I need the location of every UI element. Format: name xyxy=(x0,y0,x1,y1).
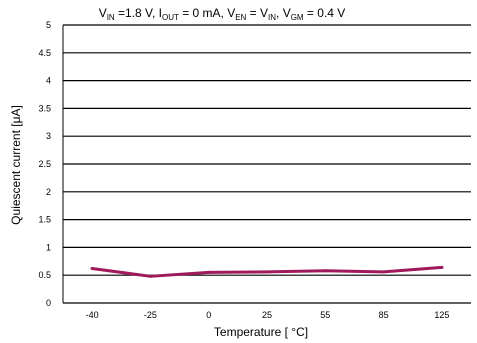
data-point xyxy=(148,274,152,278)
grid-lines xyxy=(63,24,471,304)
x-tick-label: 0 xyxy=(206,310,211,320)
data-point xyxy=(323,269,327,273)
chart-title-part: IN xyxy=(107,13,115,22)
x-tick-label: -40 xyxy=(86,310,99,320)
y-tick-label: 1 xyxy=(46,242,51,252)
x-tick-label: 25 xyxy=(262,310,272,320)
y-tick-label: 3 xyxy=(46,131,51,141)
y-axis-label: Quiescent current [μA] xyxy=(9,105,23,225)
chart-title-part: OUT xyxy=(162,13,179,22)
y-tick-label: 0.5 xyxy=(38,270,51,280)
data-point xyxy=(207,270,211,274)
x-tick-label: 125 xyxy=(434,310,449,320)
series-layer xyxy=(90,265,444,278)
chart-title-part: IN xyxy=(268,13,276,22)
chart-title-part: GM xyxy=(291,13,304,22)
chart-title-part: = 0.4 V xyxy=(304,6,346,20)
x-tick-label: -25 xyxy=(144,310,157,320)
y-tick-label: 5 xyxy=(46,20,51,30)
y-tick-label: 2 xyxy=(46,187,51,197)
chart-title-part: =1.8 V, I xyxy=(115,6,162,20)
y-tick-label: 1.5 xyxy=(38,215,51,225)
chart-title-part: EN xyxy=(235,13,246,22)
x-tick-label: 55 xyxy=(320,310,330,320)
x-tick-label: 85 xyxy=(379,310,389,320)
chart-title-part: = 0 mA, V xyxy=(179,6,235,20)
y-tick-label: 0 xyxy=(46,298,51,308)
y-tick-labels: 0 0.5 1 1.5 2 2.5 3 3.5 4 4.5 5 xyxy=(38,20,51,308)
y-tick-label: 4 xyxy=(46,76,51,86)
chart-title-part: = V xyxy=(246,6,268,20)
y-tick-label: 2.5 xyxy=(38,159,51,169)
data-point xyxy=(90,267,94,271)
chart-title-part: V xyxy=(99,6,107,20)
chart-title: VIN =1.8 V, IOUT = 0 mA, VEN = VIN, VGM … xyxy=(99,6,346,22)
data-point xyxy=(265,270,269,274)
y-tick-label: 4.5 xyxy=(38,48,51,58)
data-point xyxy=(382,270,386,274)
data-point xyxy=(440,265,444,269)
chart-title-part: , V xyxy=(276,6,291,20)
x-axis-label: Temperature [ °C] xyxy=(214,325,308,339)
y-tick-label: 3.5 xyxy=(38,103,51,113)
x-tick-labels: -40 -25 0 25 55 85 125 xyxy=(86,310,450,320)
